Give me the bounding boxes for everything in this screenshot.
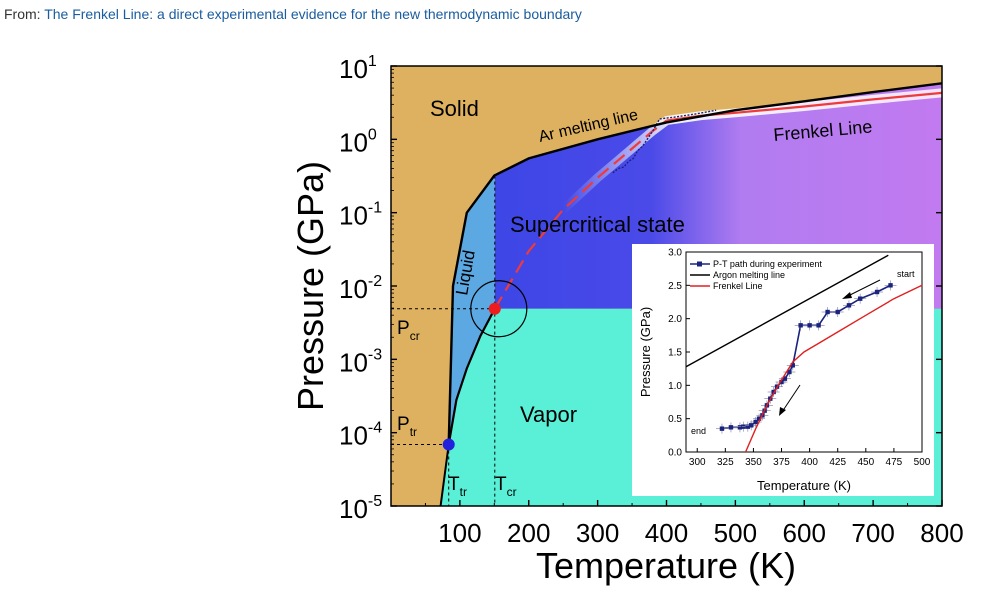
region-label-supercritical: Supercritical state xyxy=(510,212,685,237)
inset-x-tick-label: 475 xyxy=(886,457,903,468)
inset-x-tick-label: 450 xyxy=(857,457,874,468)
main-x-axis-label: Temperature (K) xyxy=(536,545,796,586)
triple-point xyxy=(442,438,455,451)
melting-line xyxy=(447,82,942,445)
source-header: From: The Frenkel Line: a direct experim… xyxy=(4,6,582,22)
vapor-pressure-line xyxy=(447,308,496,445)
main-y-tick-label: 101 xyxy=(339,53,377,84)
inset-data-point xyxy=(825,309,830,315)
inset-y-axis-label: Pressure (GPa) xyxy=(638,307,653,397)
main-x-tick-label: 400 xyxy=(645,518,688,548)
main-x-tick-label: 300 xyxy=(576,518,619,548)
inset-data-point xyxy=(748,423,754,428)
inset-data-point xyxy=(798,323,803,328)
inset-data-point xyxy=(816,323,821,328)
critical-point xyxy=(488,302,501,315)
inset-x-axis-ticks: 300 325 350 375 400 425 450 475 500 xyxy=(689,448,931,468)
legend-label-melting: Argon melting line xyxy=(713,270,785,280)
critical-point-ring xyxy=(470,280,528,338)
inset-data-point xyxy=(846,303,852,308)
inset-series-line xyxy=(685,254,889,368)
inset-data-point xyxy=(745,424,751,429)
sublimation-line xyxy=(439,444,450,506)
main-x-tick-label: 100 xyxy=(438,518,481,548)
main-x-tick-label: 700 xyxy=(851,518,894,548)
inset-end-label: end xyxy=(691,426,706,436)
liquid-region xyxy=(448,175,495,445)
legend-marker-path xyxy=(697,261,702,267)
inset-y-tick-label: 2.5 xyxy=(668,281,682,292)
inset-x-tick-label: 425 xyxy=(829,457,846,468)
inset-data-point xyxy=(835,309,840,315)
main-y-tick-label: 10-3 xyxy=(339,346,382,377)
main-x-tick-label: 800 xyxy=(920,518,963,548)
legend-label-frenkel: Frenkel Line xyxy=(713,281,763,291)
inset-x-tick-label: 300 xyxy=(689,457,706,468)
inset-data-point xyxy=(756,416,762,421)
inset-data-point xyxy=(728,425,734,430)
main-y-tick-label: 10-2 xyxy=(339,273,382,304)
inset-data-point xyxy=(790,363,795,368)
inset-y-tick-label: 0.0 xyxy=(668,448,682,459)
inset-arrowhead-top xyxy=(842,292,852,299)
inset-series xyxy=(685,254,923,453)
inset-data-point xyxy=(787,369,792,375)
inset-arrow-top xyxy=(845,279,881,298)
inset-y-axis-ticks: 0.0 0.5 1.0 1.5 2.0 2.5 3.0 xyxy=(668,248,690,459)
inset-y-tick-label: 0.5 xyxy=(668,414,682,425)
tcr-label: Tcr xyxy=(495,474,517,499)
article-title-link[interactable]: The Frenkel Line: a direct experimental … xyxy=(44,6,582,22)
main-x-tick-label: 500 xyxy=(714,518,757,548)
inset-x-tick-label: 325 xyxy=(717,457,734,468)
ttr-label: Ttr xyxy=(448,474,467,499)
main-x-tick-label: 600 xyxy=(783,518,826,548)
inset-data-point xyxy=(719,426,725,431)
main-y-tick-label: 10-1 xyxy=(339,200,382,231)
inset-data-point xyxy=(874,289,880,295)
main-y-axis-label: Pressure (GPa) xyxy=(290,161,331,411)
inset-x-tick-label: 500 xyxy=(914,457,931,468)
from-label: From: xyxy=(4,6,41,22)
ptr-label: Ptr xyxy=(397,414,417,439)
main-x-axis-ticks: 100 200 300 400 500 600 700 800 xyxy=(424,500,964,548)
region-label-solid: Solid xyxy=(430,96,479,121)
main-y-tick-label: 100 xyxy=(339,126,377,157)
inset-start-label: start xyxy=(897,269,915,279)
inset-x-tick-label: 375 xyxy=(773,457,790,468)
inset-arrow-bottom xyxy=(781,384,801,413)
main-y-axis-ticks: 101 100 10-1 10-2 10-3 10-4 10-5 xyxy=(339,53,942,524)
inset-arrowhead-bottom xyxy=(779,407,786,416)
frenkel-line xyxy=(493,119,668,310)
inset-legend: P-T path during experiment Argon melting… xyxy=(690,259,822,291)
main-y-tick-label: 10-5 xyxy=(339,493,382,524)
pcr-label: Pcr xyxy=(397,318,420,343)
inset-data-point xyxy=(857,296,863,301)
inset-y-tick-label: 2.0 xyxy=(668,314,682,325)
inset-chart: 300 325 350 375 400 425 450 475 500 0.0 0.5 1.0 1.5… xyxy=(632,244,934,496)
main-x-tick-label: 200 xyxy=(507,518,550,548)
inset-data-point xyxy=(779,379,784,385)
legend-label-path: P-T path during experiment xyxy=(713,259,822,269)
inset-data-point xyxy=(753,419,758,425)
main-y-tick-label: 10-4 xyxy=(339,420,382,451)
region-label-vapor: Vapor xyxy=(520,402,577,427)
inset-data-point xyxy=(737,425,743,430)
inset-background xyxy=(632,244,934,496)
inset-y-tick-label: 1.5 xyxy=(668,348,682,359)
inset-y-tick-label: 1.0 xyxy=(668,381,682,392)
inset-x-tick-label: 350 xyxy=(745,457,762,468)
inset-data-point xyxy=(888,283,893,288)
inset-y-tick-label: 3.0 xyxy=(668,248,682,259)
inset-x-tick-label: 400 xyxy=(801,457,818,468)
inset-data-point xyxy=(782,376,788,381)
inset-data-point xyxy=(807,323,812,328)
inset-series-line xyxy=(744,284,923,453)
inset-x-axis-label: Temperature (K) xyxy=(757,478,851,493)
